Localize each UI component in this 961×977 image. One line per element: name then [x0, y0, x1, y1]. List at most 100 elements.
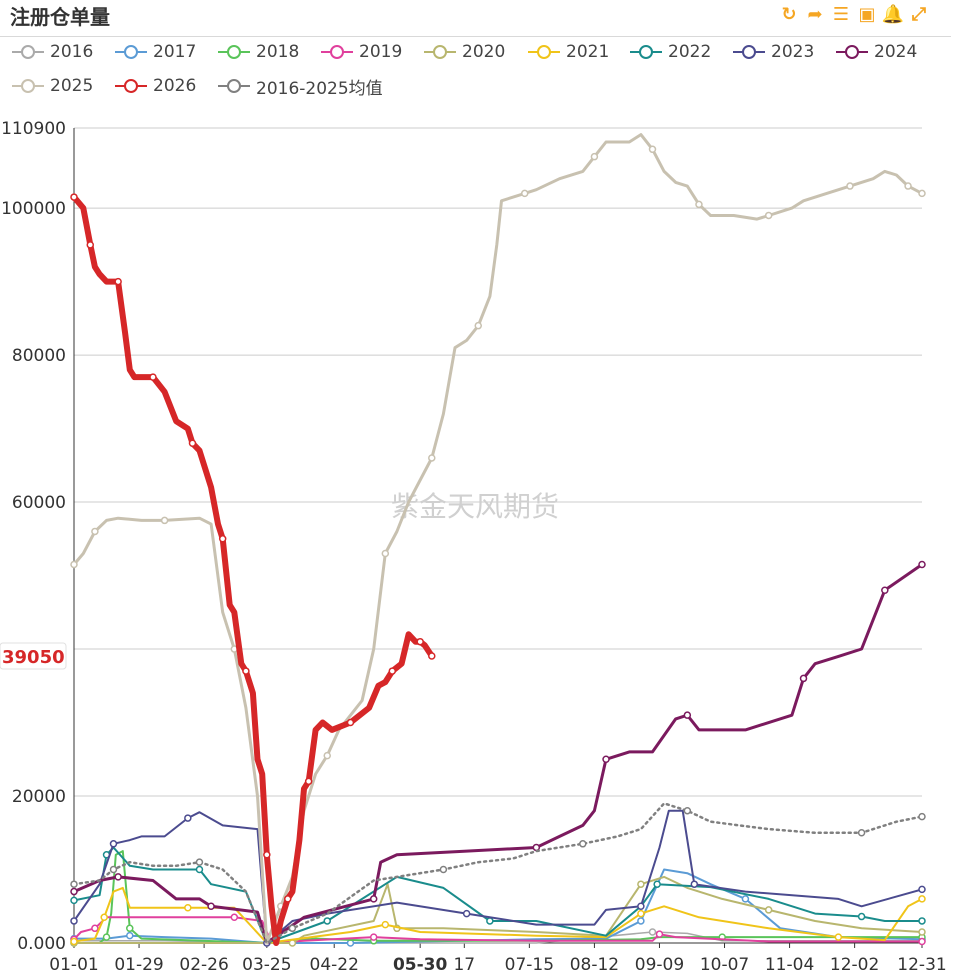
legend-label: 2017	[153, 42, 197, 62]
data-point	[70, 896, 78, 905]
data-point	[857, 912, 866, 921]
legend-label: 2023	[771, 42, 815, 62]
legend-label: 2018	[256, 42, 300, 62]
x-tick-label: 01-29	[114, 955, 163, 975]
legend-item[interactable]: 2020	[422, 38, 505, 66]
data-point	[288, 924, 297, 933]
data-point	[388, 667, 397, 675]
legend-label: 2019	[359, 42, 403, 62]
series-line	[71, 194, 435, 946]
series-line	[73, 886, 923, 944]
share-icon[interactable]: ➦	[807, 3, 823, 25]
legend-item[interactable]: 2019	[319, 38, 402, 66]
pointer-label: 39050	[2, 647, 65, 668]
y-tick-label: 110900	[1, 119, 66, 139]
data-point	[428, 652, 436, 660]
legend-marker-icon	[528, 45, 560, 59]
data-point	[323, 917, 331, 925]
data-point	[918, 917, 926, 925]
x-tick-label: 01-01	[49, 955, 98, 975]
data-point	[918, 812, 926, 821]
legend-item[interactable]: 2016-2025均值	[216, 72, 383, 100]
data-point	[881, 586, 889, 594]
data-point	[741, 895, 750, 903]
data-point	[857, 829, 866, 837]
data-point	[188, 439, 197, 448]
save-image-icon[interactable]: ▣	[858, 3, 876, 25]
data-point	[207, 902, 215, 911]
data-point	[846, 182, 854, 190]
data-point	[695, 200, 703, 209]
series-2024	[70, 560, 926, 945]
data-point	[346, 718, 355, 727]
data-point	[918, 895, 926, 903]
data-point	[184, 903, 192, 912]
bell-icon[interactable]: 🔔	[881, 3, 905, 25]
legend-item[interactable]: 2026	[113, 72, 196, 100]
data-point	[369, 933, 378, 941]
data-point	[834, 933, 843, 941]
legend-item[interactable]: 2021	[526, 38, 609, 66]
y-tick-label: 100000	[1, 199, 66, 219]
data-point	[918, 885, 926, 894]
x-tick-label: 12-31	[897, 955, 946, 975]
data-point	[86, 241, 95, 249]
series-line	[72, 133, 924, 945]
legend-label: 2021	[566, 42, 610, 62]
axis-pointer: 39050	[0, 642, 67, 670]
series-line	[73, 875, 923, 944]
series-line	[72, 563, 924, 945]
refresh-icon[interactable]: ↻	[781, 3, 797, 25]
data-point	[579, 840, 587, 848]
data-point	[304, 777, 313, 786]
data-point	[102, 933, 111, 941]
series-2016-2025均值	[70, 802, 926, 945]
series-2025	[70, 133, 926, 945]
data-point	[263, 851, 271, 859]
data-point	[590, 152, 599, 161]
legend-marker-icon	[424, 45, 456, 59]
legend-item[interactable]: 2017	[113, 38, 196, 66]
data-point	[381, 549, 390, 558]
y-axis: 0.00020000400006000080000100000110900	[1, 119, 75, 954]
data-point	[195, 858, 204, 866]
data-point	[439, 865, 448, 874]
data-point	[70, 560, 78, 569]
data-point	[126, 931, 134, 940]
data-point	[218, 535, 227, 543]
legend-item[interactable]: 2025	[10, 72, 93, 100]
data-point	[904, 182, 912, 190]
data-point	[109, 865, 118, 874]
x-tick-label: 05-30	[393, 955, 448, 975]
legend-item[interactable]: 2023	[731, 38, 814, 66]
series-2022	[70, 846, 926, 944]
data-point	[683, 806, 692, 815]
data-point	[462, 909, 471, 918]
data-point	[764, 906, 773, 914]
data-point	[637, 880, 645, 888]
legend-marker-icon	[733, 45, 765, 59]
x-tick-label: 04-22	[310, 955, 359, 975]
data-point	[91, 924, 99, 933]
legend-item[interactable]: 2024	[834, 38, 917, 66]
legend-item[interactable]: 2016	[10, 38, 93, 66]
data-point	[655, 930, 664, 938]
data-point	[230, 913, 239, 922]
series-2021	[70, 886, 926, 946]
legend-label: 2025	[50, 76, 94, 96]
data-point	[109, 840, 118, 848]
series-2020	[70, 875, 926, 947]
fullscreen-icon[interactable]: ⤢	[911, 3, 927, 25]
legend-item[interactable]: 2022	[628, 38, 711, 66]
data-point	[70, 887, 78, 896]
legend-item[interactable]: 2018	[216, 38, 299, 66]
data-point	[648, 145, 657, 154]
y-tick-label: 60000	[12, 493, 66, 513]
data-point	[520, 189, 529, 198]
data-point	[70, 937, 78, 946]
list-icon[interactable]: ☰	[832, 3, 850, 25]
data-point	[70, 917, 78, 925]
data-point	[428, 454, 436, 462]
data-point	[602, 755, 610, 764]
